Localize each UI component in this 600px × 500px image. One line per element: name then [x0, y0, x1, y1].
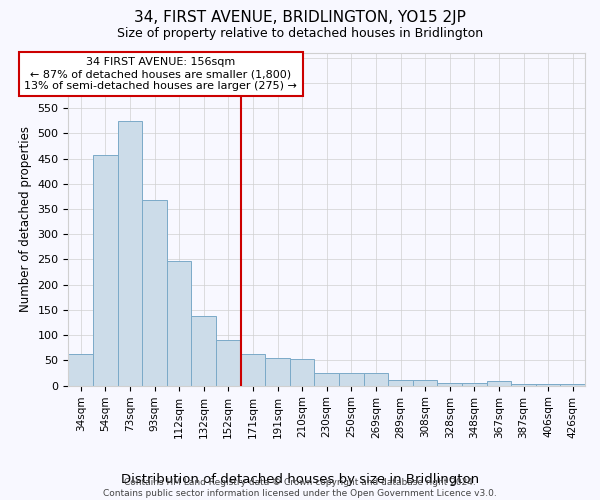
Bar [388, 380, 413, 386]
Text: 34, FIRST AVENUE, BRIDLINGTON, YO15 2JP: 34, FIRST AVENUE, BRIDLINGTON, YO15 2JP [134, 10, 466, 25]
Bar [68, 354, 93, 386]
Bar [413, 380, 437, 386]
Bar [314, 372, 339, 386]
Bar [437, 382, 462, 386]
Bar [339, 372, 364, 386]
Bar [142, 200, 167, 386]
Bar [118, 121, 142, 386]
Bar [216, 340, 241, 386]
Bar [93, 155, 118, 386]
Text: Contains HM Land Registry data © Crown copyright and database right 2024.
Contai: Contains HM Land Registry data © Crown c… [103, 478, 497, 498]
Bar [462, 382, 487, 386]
Bar [364, 372, 388, 386]
Bar [167, 262, 191, 386]
Bar [191, 316, 216, 386]
Y-axis label: Number of detached properties: Number of detached properties [19, 126, 32, 312]
Bar [265, 358, 290, 386]
Bar [487, 381, 511, 386]
Bar [241, 354, 265, 386]
Bar [511, 384, 536, 386]
Text: Size of property relative to detached houses in Bridlington: Size of property relative to detached ho… [117, 28, 483, 40]
Bar [536, 384, 560, 386]
Text: 34 FIRST AVENUE: 156sqm
← 87% of detached houses are smaller (1,800)
13% of semi: 34 FIRST AVENUE: 156sqm ← 87% of detache… [24, 58, 297, 90]
Text: Distribution of detached houses by size in Bridlington: Distribution of detached houses by size … [121, 472, 479, 486]
Bar [560, 384, 585, 386]
Bar [290, 359, 314, 386]
